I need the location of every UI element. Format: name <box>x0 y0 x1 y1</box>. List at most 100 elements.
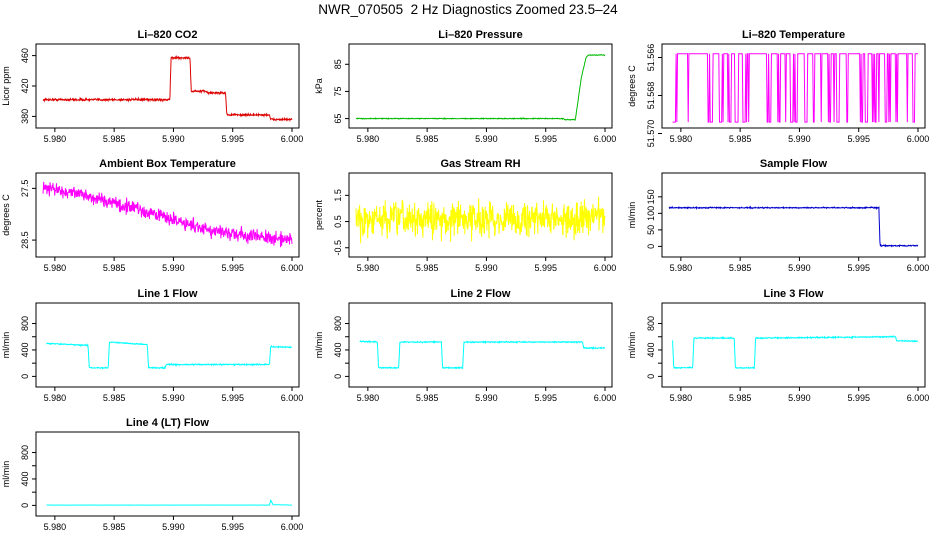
x-tick-label: 6.000 <box>594 393 617 403</box>
chart-rh: Gas Stream RH percent 5.980 5.985 5.990 5.995… <box>314 158 616 273</box>
x-tick-label: 5.980 <box>44 263 67 273</box>
x-tick-label: 5.995 <box>534 393 557 403</box>
y-tick-label: 400 <box>646 342 656 357</box>
x-tick-label: 5.990 <box>475 393 498 403</box>
x-tick-label: 5.985 <box>729 393 752 403</box>
chart-licor_temp: Li–820 Temperature degrees C 5.980 5.985 5.9… <box>627 29 929 147</box>
chart-line2: Line 2 Flow ml/min 5.980 5.985 5.990 5.995 6.0… <box>314 288 616 403</box>
x-tick-label: 5.980 <box>357 393 380 403</box>
plot-frame <box>348 172 613 258</box>
x-tick-label: 5.995 <box>221 393 244 403</box>
x-tick-label: 6.000 <box>594 263 617 273</box>
x-tick-label: 5.985 <box>103 522 126 532</box>
chart-title: Line 1 Flow <box>138 288 198 300</box>
y-axis-label: ml/min <box>627 202 637 229</box>
y-tick-label: 800 <box>646 316 656 331</box>
y-tick-label: 0 <box>646 244 656 249</box>
x-tick-label: 5.990 <box>162 263 185 273</box>
x-tick-label: 5.985 <box>103 393 126 403</box>
y-tick-label: 800 <box>20 445 30 460</box>
x-tick-label: 5.995 <box>847 263 870 273</box>
chart-title: Li–820 Temperature <box>742 29 845 41</box>
y-tick-label: 0 <box>20 503 30 508</box>
x-tick-label: 5.995 <box>534 263 557 273</box>
y-tick-label: 75 <box>333 86 343 96</box>
y-tick-label: 460 <box>20 48 30 63</box>
chart-title: Li–820 Pressure <box>438 29 522 41</box>
y-tick-label: 0 <box>20 374 30 379</box>
x-tick-label: 5.995 <box>534 134 557 144</box>
y-axis-label: percent <box>314 199 324 230</box>
x-tick-label: 5.990 <box>475 134 498 144</box>
series-line <box>672 334 919 370</box>
x-tick-label: 5.995 <box>847 393 870 403</box>
y-tick-label: 85 <box>333 59 343 69</box>
x-tick-label: 5.985 <box>416 393 439 403</box>
x-tick-label: 5.985 <box>729 263 752 273</box>
x-tick-label: 5.980 <box>357 263 380 273</box>
chart-title: Ambient Box Temperature <box>99 158 236 170</box>
chart-title: Sample Flow <box>760 158 828 170</box>
y-tick-label: 50 <box>646 225 656 235</box>
x-tick-label: 5.990 <box>788 393 811 403</box>
series-line <box>42 54 293 123</box>
x-tick-label: 5.990 <box>788 134 811 144</box>
chart-ambient_temp: Ambient Box Temperature degrees C 5.980 5.9… <box>1 158 303 273</box>
series-line <box>355 196 606 244</box>
plot-frame <box>35 302 300 388</box>
y-tick-label: 51.568 <box>646 82 656 110</box>
x-tick-label: 5.985 <box>103 263 126 273</box>
y-tick-label: 100 <box>646 206 656 221</box>
y-tick-label: 0.5 <box>333 215 343 228</box>
y-tick-label: 28.5 <box>20 231 30 249</box>
y-tick-label: 800 <box>333 316 343 331</box>
plot-frame <box>35 431 300 517</box>
x-tick-label: 6.000 <box>281 263 304 273</box>
chart-line4: Line 4 (LT) Flow ml/min 5.980 5.985 5.990 5.9… <box>1 417 303 532</box>
x-tick-label: 6.000 <box>281 134 304 144</box>
chart-pressure: Li–820 Pressure kPa 5.980 5.985 5.990 5.995 6.… <box>314 29 616 144</box>
plot-frame <box>35 172 300 258</box>
x-tick-label: 5.990 <box>788 263 811 273</box>
x-tick-label: 5.980 <box>44 522 67 532</box>
chart-sample_flow: Sample Flow ml/min 5.980 5.985 5.990 5.995 6.0… <box>627 158 929 273</box>
y-tick-label: 1.5 <box>333 189 343 202</box>
chart-title: Li–820 CO2 <box>138 29 198 41</box>
x-tick-label: 5.985 <box>416 263 439 273</box>
chart-co2: Li–820 CO2 Licor ppm 5.980 5.985 5.990 5.995 6… <box>1 29 303 144</box>
x-tick-label: 5.990 <box>162 134 185 144</box>
y-tick-label: -0.5 <box>333 240 343 256</box>
y-tick-label: 420 <box>20 78 30 93</box>
plot-frame <box>348 302 613 388</box>
chart-title: Line 3 Flow <box>764 288 824 300</box>
y-tick-label: 51.570 <box>646 120 656 148</box>
x-tick-label: 5.990 <box>162 393 185 403</box>
x-tick-label: 5.980 <box>44 134 67 144</box>
x-tick-label: 5.980 <box>670 134 693 144</box>
plot-frame <box>348 43 613 129</box>
series-line <box>46 341 293 370</box>
x-tick-label: 5.985 <box>729 134 752 144</box>
plot-frame <box>661 172 926 258</box>
y-tick-label: 51.566 <box>646 44 656 72</box>
y-tick-label: 150 <box>646 189 656 204</box>
x-tick-label: 6.000 <box>907 263 930 273</box>
x-tick-label: 5.995 <box>847 134 870 144</box>
x-tick-label: 5.990 <box>162 522 185 532</box>
y-tick-label: 400 <box>20 471 30 486</box>
x-tick-label: 6.000 <box>594 134 617 144</box>
chart-title: Line 2 Flow <box>451 288 511 300</box>
series-line <box>668 205 919 248</box>
x-tick-label: 6.000 <box>281 522 304 532</box>
x-tick-label: 6.000 <box>281 393 304 403</box>
x-tick-label: 5.990 <box>475 263 498 273</box>
series-line <box>672 53 918 123</box>
x-tick-label: 5.995 <box>221 263 244 273</box>
y-axis-label: ml/min <box>1 332 11 359</box>
x-tick-label: 5.985 <box>103 134 126 144</box>
x-tick-label: 5.980 <box>44 393 67 403</box>
y-tick-label: 380 <box>20 109 30 124</box>
series-line <box>355 53 606 122</box>
y-tick-label: 65 <box>333 114 343 124</box>
